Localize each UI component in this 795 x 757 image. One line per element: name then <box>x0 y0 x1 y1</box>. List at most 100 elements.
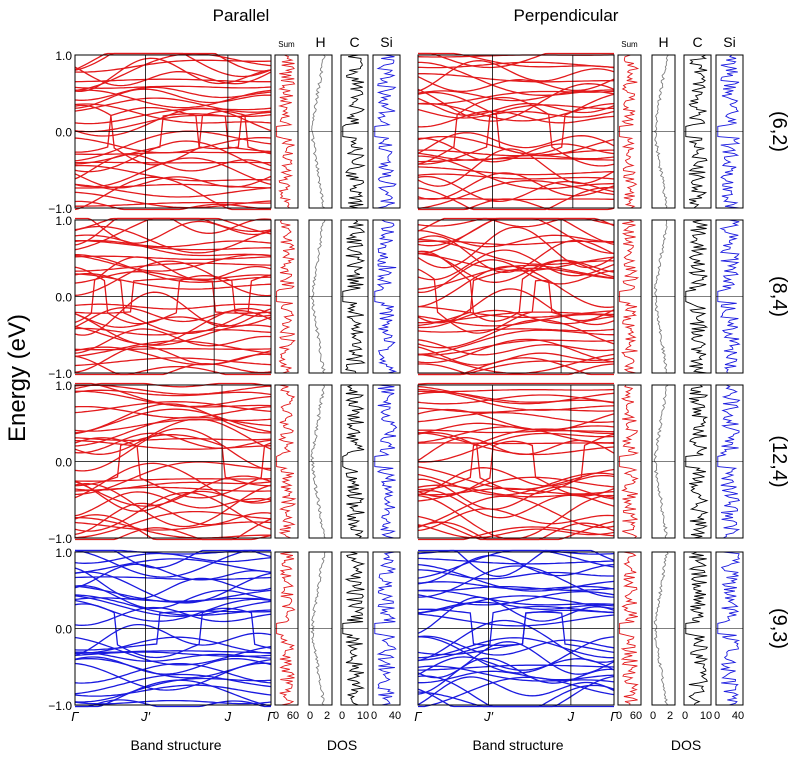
band-line <box>75 217 272 244</box>
dos-frame <box>274 384 299 539</box>
y-tick-label-3-2: −1.0 <box>48 699 72 713</box>
y-tick-label-2-0: 1.0 <box>55 379 72 393</box>
band-line <box>74 346 272 366</box>
band-line <box>417 394 615 405</box>
band-line <box>74 291 272 336</box>
band-line <box>417 305 615 319</box>
band-line <box>74 114 272 133</box>
dos-frame <box>683 384 712 539</box>
band-line <box>74 673 272 695</box>
dos-tick-sum-1-1: 60 <box>630 710 642 722</box>
dos-frame <box>308 219 333 374</box>
band-line <box>417 656 615 676</box>
band-line <box>74 623 272 656</box>
band-line <box>417 108 615 119</box>
band-line <box>417 259 615 294</box>
band-line <box>74 348 272 351</box>
band-line <box>74 59 272 73</box>
band-frame <box>417 384 615 539</box>
band-line <box>74 262 271 272</box>
band-line <box>74 521 272 531</box>
dos-tick-si-1-0: 40 <box>389 710 401 722</box>
band-line <box>418 360 615 376</box>
dos-frame <box>617 219 642 374</box>
band-line <box>418 676 615 708</box>
band-line <box>74 418 272 432</box>
band-line <box>75 699 271 708</box>
y-tick-label-3-0: 1.0 <box>55 546 72 560</box>
dos-frame <box>683 54 712 209</box>
band-line <box>417 148 615 187</box>
row-label-2: (12,4) <box>768 435 790 487</box>
band-line <box>417 665 615 683</box>
band-panel-1-1 <box>417 217 615 376</box>
band-frame <box>417 54 615 209</box>
dos-panel-h-2-1 <box>651 384 676 539</box>
dos-frame <box>651 54 676 209</box>
band-axis-label-perpendicular: Band structure <box>472 737 563 753</box>
band-line <box>417 411 615 423</box>
band-line <box>74 66 272 87</box>
dos-frame <box>274 219 299 374</box>
band-line <box>417 432 615 463</box>
dos-header-h-1: H <box>658 34 668 50</box>
band-line <box>74 278 272 314</box>
band-line <box>417 407 615 413</box>
dos-tick-si-0-0: 0 <box>371 710 377 722</box>
band-line <box>417 226 615 269</box>
band-line <box>74 571 272 604</box>
band-line <box>74 491 272 517</box>
band-panel-0-0 <box>74 52 272 211</box>
band-line <box>417 590 615 606</box>
dos-panel-h-0-1 <box>651 54 676 209</box>
dos-panel-c-2-0 <box>340 384 369 539</box>
dos-tick-sum-1-0: 60 <box>287 710 299 722</box>
band-line <box>417 265 615 308</box>
band-line <box>417 328 615 333</box>
dos-axis-label-perpendicular: DOS <box>671 737 701 753</box>
band-line <box>74 191 272 209</box>
band-line <box>74 418 272 455</box>
band-line <box>417 487 615 496</box>
dos-panel-sum-3-1 <box>617 551 642 706</box>
band-line <box>418 429 615 434</box>
band-line <box>418 52 614 69</box>
band-line <box>74 340 272 357</box>
band-line <box>74 610 272 651</box>
dos-panel-h-1-0 <box>308 219 333 374</box>
dos-panel-c-1-0 <box>340 219 369 374</box>
dos-panel-c-2-1 <box>683 384 712 539</box>
dos-header-c-0: C <box>349 34 359 50</box>
dos-frame <box>372 384 401 539</box>
dos-panel-sum-2-1 <box>617 384 642 539</box>
band-line <box>417 217 615 227</box>
y-tick-label-1-2: −1.0 <box>48 367 72 381</box>
band-line <box>74 217 272 251</box>
band-line <box>74 636 272 655</box>
band-line <box>417 137 615 163</box>
band-line <box>417 494 615 540</box>
dos-frame <box>308 54 333 209</box>
dos-panel-c-1-1 <box>683 219 712 374</box>
band-line <box>74 563 272 589</box>
band-line <box>417 589 615 606</box>
band-line <box>418 61 614 96</box>
dos-frame <box>340 54 369 209</box>
band-line <box>417 76 615 93</box>
band-line <box>74 491 272 532</box>
band-line <box>417 422 615 434</box>
band-line <box>417 91 615 155</box>
dos-tick-sum-0-1: 0 <box>616 710 622 722</box>
band-line <box>417 467 615 496</box>
band-line <box>74 271 272 284</box>
band-line <box>417 431 615 495</box>
band-line <box>74 656 272 675</box>
band-line <box>74 408 272 435</box>
y-tick-label-0-2: −1.0 <box>48 202 72 216</box>
band-panel-1-0 <box>74 217 272 376</box>
dos-frame <box>617 551 642 706</box>
band-line <box>74 401 272 414</box>
band-line <box>417 267 615 327</box>
band-line <box>417 97 615 117</box>
